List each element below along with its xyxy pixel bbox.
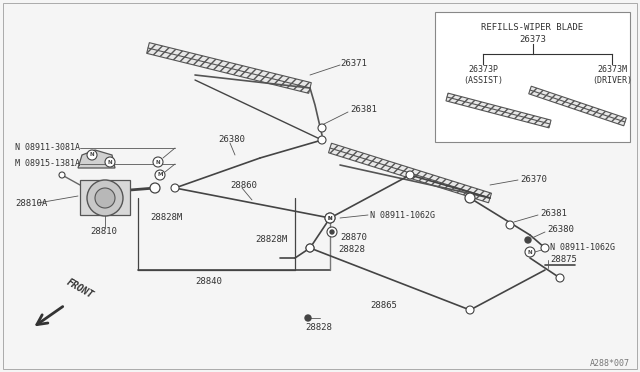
Bar	[435, 12, 630, 142]
Text: N 08911-1062G: N 08911-1062G	[550, 244, 615, 253]
Text: N 08911-1062G: N 08911-1062G	[370, 211, 435, 219]
Text: N: N	[90, 153, 94, 157]
Circle shape	[327, 227, 337, 237]
Circle shape	[155, 170, 165, 180]
Text: A288*007: A288*007	[590, 359, 630, 369]
Text: 28828: 28828	[305, 324, 332, 333]
Circle shape	[465, 193, 475, 203]
Circle shape	[525, 247, 535, 257]
Text: N: N	[328, 215, 332, 221]
Text: N 08911-3081A: N 08911-3081A	[15, 144, 80, 153]
Text: 26371: 26371	[340, 58, 367, 67]
Circle shape	[171, 184, 179, 192]
Text: (DRIVER): (DRIVER)	[592, 76, 632, 84]
Text: N: N	[156, 160, 160, 164]
Text: 26370: 26370	[520, 176, 547, 185]
Text: N: N	[328, 215, 332, 221]
Circle shape	[318, 136, 326, 144]
Text: FRONT: FRONT	[65, 277, 95, 300]
Bar	[80, 180, 130, 215]
Circle shape	[325, 213, 335, 223]
Text: M: M	[157, 173, 163, 177]
Text: 28865: 28865	[370, 301, 397, 310]
Circle shape	[541, 244, 549, 252]
Circle shape	[153, 157, 163, 167]
Polygon shape	[78, 150, 115, 168]
Text: 28860: 28860	[230, 180, 257, 189]
Text: 28810A: 28810A	[15, 199, 47, 208]
Circle shape	[87, 150, 97, 160]
Circle shape	[525, 237, 531, 243]
Text: REFILLS-WIPER BLADE: REFILLS-WIPER BLADE	[481, 23, 584, 32]
Text: M 08915-1381A: M 08915-1381A	[15, 160, 80, 169]
Circle shape	[556, 274, 564, 282]
Text: 28870: 28870	[340, 232, 367, 241]
Text: 26380: 26380	[218, 135, 245, 144]
Text: 28810: 28810	[90, 228, 117, 237]
Text: 28828: 28828	[338, 246, 365, 254]
Circle shape	[326, 214, 334, 222]
Circle shape	[87, 180, 123, 216]
Circle shape	[306, 244, 314, 252]
Circle shape	[330, 230, 334, 234]
Polygon shape	[529, 86, 627, 126]
Circle shape	[406, 171, 414, 179]
Text: N: N	[528, 250, 532, 254]
Circle shape	[318, 124, 326, 132]
Text: 26373: 26373	[519, 35, 546, 45]
Circle shape	[466, 306, 474, 314]
Circle shape	[95, 188, 115, 208]
Circle shape	[59, 172, 65, 178]
Text: 28875: 28875	[550, 256, 577, 264]
Circle shape	[105, 157, 115, 167]
Text: 26381: 26381	[350, 106, 377, 115]
Circle shape	[506, 221, 514, 229]
Text: 26373P: 26373P	[468, 65, 498, 74]
Text: 26381: 26381	[540, 208, 567, 218]
Text: 26380: 26380	[547, 225, 574, 234]
Text: 28828M: 28828M	[255, 235, 287, 244]
Circle shape	[150, 183, 160, 193]
Text: 28840: 28840	[195, 278, 222, 286]
Polygon shape	[147, 43, 311, 93]
Polygon shape	[328, 143, 492, 203]
Text: (ASSIST): (ASSIST)	[463, 76, 503, 84]
Polygon shape	[446, 93, 551, 128]
Circle shape	[306, 244, 314, 252]
Text: 26373M: 26373M	[597, 65, 627, 74]
Circle shape	[325, 213, 335, 223]
Text: 28828M: 28828M	[150, 214, 182, 222]
Text: N: N	[108, 160, 112, 164]
Circle shape	[305, 315, 311, 321]
